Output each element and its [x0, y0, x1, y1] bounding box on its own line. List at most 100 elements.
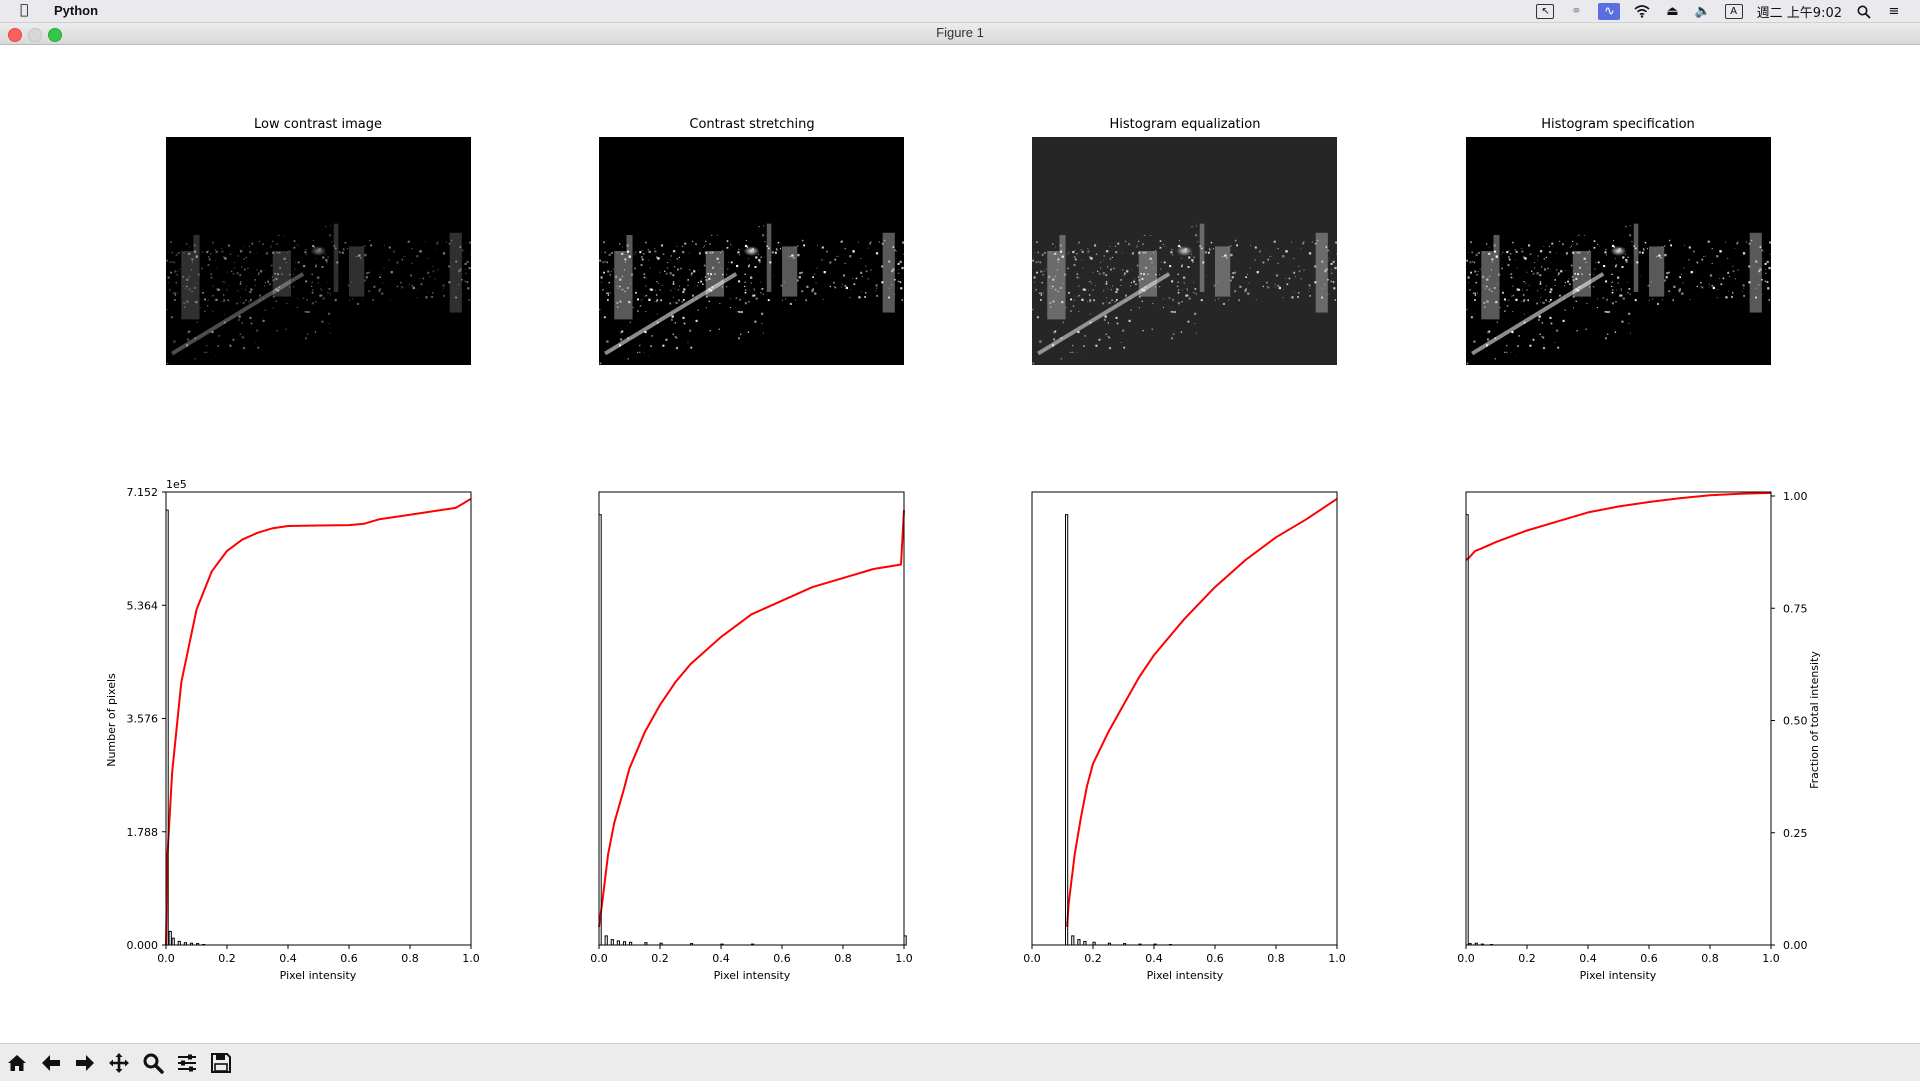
cursor-icon[interactable]: ↖	[1536, 4, 1555, 19]
city-light	[1112, 285, 1113, 286]
city-light	[1664, 245, 1666, 247]
eject-icon[interactable]: ⏏	[1666, 4, 1679, 19]
city-light	[1725, 241, 1726, 243]
city-light	[228, 244, 231, 247]
pan-button[interactable]	[105, 1049, 133, 1077]
city-light	[304, 251, 307, 254]
city-light	[714, 273, 716, 276]
city-light	[677, 289, 679, 291]
city-light	[1499, 307, 1501, 309]
city-light	[1545, 256, 1547, 258]
city-light	[700, 251, 701, 253]
city-light	[166, 308, 168, 311]
notification-center-icon[interactable]: ≡	[1888, 4, 1900, 19]
x-tick-label: 1.0	[1328, 952, 1346, 965]
city-light	[876, 287, 878, 289]
city-light	[1106, 297, 1107, 298]
city-light	[1708, 283, 1710, 285]
city-light	[204, 310, 206, 312]
city-light	[1195, 332, 1197, 334]
close-window-button[interactable]	[8, 28, 22, 42]
d-icon[interactable]: ⚭	[1571, 4, 1582, 19]
city-light	[834, 258, 837, 261]
city-light	[1545, 299, 1547, 302]
city-light	[338, 251, 341, 254]
city-light	[1286, 283, 1289, 286]
activity-icon[interactable]: ∿	[1598, 3, 1621, 20]
x-tick-label: 0.4	[1579, 952, 1597, 965]
city-light	[867, 278, 869, 280]
city-light	[657, 257, 660, 260]
city-light	[841, 286, 843, 288]
app-name-menu[interactable]: Python	[54, 3, 99, 18]
city-light	[343, 249, 345, 251]
city-light	[461, 294, 463, 295]
clock[interactable]: 週二 上午9:02	[1756, 6, 1842, 21]
city-light	[1107, 266, 1109, 268]
city-light	[1514, 249, 1516, 251]
city-light	[776, 249, 778, 251]
city-light	[245, 256, 247, 258]
volume-icon[interactable]: 🔈	[1694, 4, 1711, 19]
apple-icon[interactable]: 	[20, 2, 28, 18]
road-lights	[1471, 272, 1605, 356]
wifi-icon[interactable]	[1634, 3, 1651, 20]
city-light	[1700, 281, 1702, 284]
city-light	[1130, 309, 1132, 311]
city-light	[1716, 255, 1719, 258]
city-light	[1661, 246, 1663, 248]
y-axis-label-left: Number of pixels	[105, 673, 118, 767]
spotlight-search-icon[interactable]	[1856, 3, 1872, 20]
city-light	[1688, 246, 1691, 249]
zoom-button[interactable]	[139, 1049, 167, 1077]
city-light	[186, 278, 189, 281]
city-light	[1486, 278, 1489, 281]
city-light	[680, 267, 682, 270]
city-light	[1551, 242, 1554, 245]
city-light	[672, 333, 674, 335]
city-light	[1140, 272, 1142, 275]
city-light	[634, 253, 635, 255]
city-light	[1612, 289, 1614, 291]
city-light	[1668, 290, 1671, 293]
forward-button[interactable]	[71, 1049, 99, 1077]
city-light	[1213, 284, 1216, 287]
city-light	[1466, 308, 1468, 311]
home-button[interactable]	[3, 1049, 31, 1077]
x-tick-label: 0.4	[279, 952, 297, 965]
city-light	[1130, 285, 1132, 287]
save-figure-button[interactable]	[207, 1049, 235, 1077]
city-light	[682, 316, 685, 319]
configure-subplots-button[interactable]	[173, 1049, 201, 1077]
back-button[interactable]	[37, 1049, 65, 1077]
city-light	[325, 253, 326, 255]
city-light	[1506, 305, 1509, 307]
city-light	[888, 287, 890, 289]
city-light	[462, 257, 464, 259]
city-light	[764, 241, 766, 243]
city-light	[1549, 251, 1552, 254]
city-light	[674, 287, 676, 289]
city-light	[744, 244, 748, 248]
city-light	[1470, 271, 1472, 274]
city-light	[1680, 273, 1682, 275]
city-light	[1607, 333, 1609, 335]
city-light	[286, 303, 288, 305]
city-light	[1314, 281, 1317, 284]
input-method-icon[interactable]: A	[1724, 4, 1743, 19]
city-light	[1163, 261, 1166, 264]
city-light	[1758, 270, 1761, 273]
city-light	[1043, 271, 1045, 272]
figure-canvas[interactable]: Low contrast image Contrast stretching H…	[0, 45, 1920, 1043]
city-light	[1539, 281, 1542, 283]
city-light	[1542, 347, 1546, 350]
city-light	[698, 269, 699, 271]
zoom-window-button[interactable]	[48, 28, 62, 42]
city-light	[169, 288, 171, 291]
city-light	[1154, 250, 1156, 251]
city-light	[416, 255, 419, 258]
city-light	[1768, 266, 1771, 270]
city-light	[329, 332, 331, 334]
minimize-window-button[interactable]	[28, 28, 42, 42]
city-light	[1061, 255, 1064, 258]
